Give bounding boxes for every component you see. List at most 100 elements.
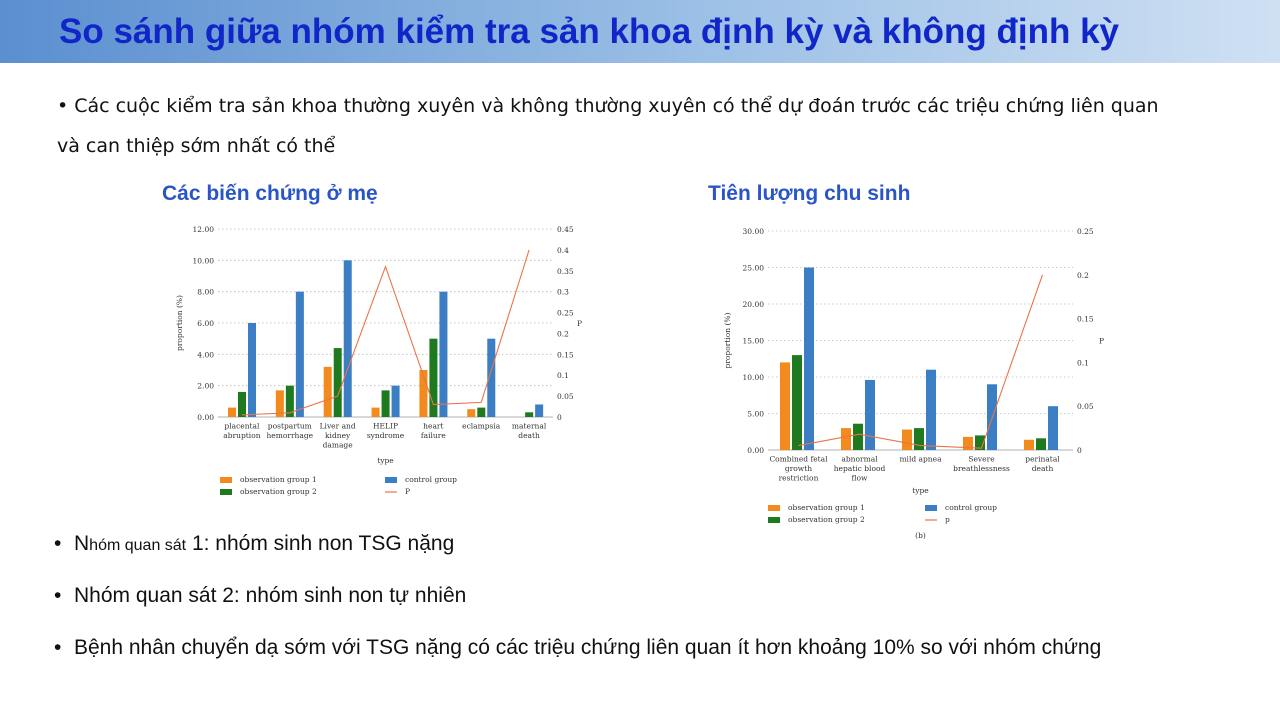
bar-control-group <box>535 404 544 417</box>
category-label: Liver and <box>320 422 356 431</box>
y-tick-label: 25.00 <box>743 264 765 273</box>
bar-observation-group-1 <box>841 428 851 450</box>
y-tick-label: 10.00 <box>743 373 765 382</box>
y-tick-label: 15.00 <box>743 337 765 346</box>
bar-observation-group-2 <box>975 435 985 450</box>
y-tick-label: 10.00 <box>193 256 215 265</box>
p-value-line <box>798 274 1044 449</box>
bar-observation-group-1 <box>902 429 912 450</box>
bar-control-group <box>865 379 875 450</box>
y2-tick-label: 0.2 <box>1077 271 1089 280</box>
bar-observation-group-2 <box>853 423 863 450</box>
legend-label: P <box>405 487 410 496</box>
legend-label: control group <box>945 503 997 512</box>
bar-observation-group-2 <box>285 385 294 417</box>
y2-axis-label: P <box>1099 337 1104 346</box>
category-label: kidney <box>325 431 351 440</box>
y2-tick-label: 0 <box>1077 446 1082 455</box>
bar-observation-group-2 <box>333 348 342 417</box>
bar-control-group <box>1048 406 1058 450</box>
category-label: abnormal <box>841 455 878 464</box>
category-label: postpartum <box>268 422 312 431</box>
bar-observation-group-1 <box>275 390 284 417</box>
legend-label: observation group 1 <box>240 475 317 484</box>
bar-observation-group-2 <box>1036 438 1046 450</box>
category-label: Combined fetal <box>769 455 828 464</box>
category-label: failure <box>421 431 446 440</box>
chart-perinatal-heading: Tiên lượng chu sinh <box>708 182 911 205</box>
bar-control-group <box>487 338 496 417</box>
y2-tick-label: 0.2 <box>557 329 569 338</box>
intro-paragraph: • Các cuộc kiểm tra sản khoa thường xuyên… <box>57 86 1167 166</box>
y-tick-label: 20.00 <box>743 300 765 309</box>
y2-tick-label: 0.45 <box>557 225 574 234</box>
y2-axis-label: P <box>577 319 582 328</box>
legend-swatch <box>220 477 232 483</box>
legend-label: observation group 2 <box>240 487 317 496</box>
category-label: perinatal <box>1025 455 1060 464</box>
legend-swatch <box>220 489 232 495</box>
legend-label: observation group 2 <box>788 515 865 524</box>
legend-label: control group <box>405 475 457 484</box>
bar-observation-group-2 <box>381 390 390 417</box>
y2-tick-label: 0.25 <box>1077 227 1094 236</box>
bar-observation-group-1 <box>323 366 332 417</box>
y2-tick-label: 0.25 <box>557 309 574 318</box>
y2-tick-label: 0 <box>557 413 562 422</box>
bullet-3-text: Bệnh nhân chuyển dạ sớm với TSG nặng có … <box>74 636 1102 659</box>
bar-observation-group-2 <box>914 428 924 450</box>
y-tick-label: 8.00 <box>197 288 214 297</box>
bar-observation-group-2 <box>238 391 246 417</box>
y-tick-label: 5.00 <box>747 410 764 419</box>
category-label: syndrome <box>367 431 405 440</box>
legend-label: observation group 1 <box>788 503 865 512</box>
y2-tick-label: 0.05 <box>557 392 574 401</box>
bar-observation-group-1 <box>963 436 973 450</box>
title-bar: So sánh giữa nhóm kiểm tra sản khoa định… <box>0 0 1280 63</box>
y2-tick-label: 0.3 <box>557 288 569 297</box>
category-label: maternal <box>512 422 547 431</box>
bullet-item-2: • Nhóm quan sát 2: nhóm sinh non tự nhiên <box>54 584 466 608</box>
y-tick-label: 0.00 <box>197 413 214 422</box>
bullet-symbol: • <box>54 532 62 555</box>
category-label: mild apnea <box>899 455 942 464</box>
bar-control-group <box>391 385 400 417</box>
category-label: growth <box>785 464 812 473</box>
legend-swatch <box>768 517 780 523</box>
bar-observation-group-1 <box>371 407 380 417</box>
bar-observation-group-2 <box>525 412 534 417</box>
intro-text: Các cuộc kiểm tra sản khoa thường xuyên … <box>57 95 1159 157</box>
y2-tick-label: 0.1 <box>557 371 569 380</box>
category-label: placental <box>224 422 260 431</box>
bullet-item-3: • Bệnh nhân chuyển dạ sớm với TSG nặng có… <box>54 636 1101 660</box>
chart-maternal-complications: 0.00 2.00 4.00 6.00 8.00 10.00 12.00 0 0.05 0.1 0.… <box>168 218 588 504</box>
y-tick-label: 6.00 <box>197 319 214 328</box>
chart-perinatal-outcome: 0.00 5.00 10.00 15.00 20.00 25.00 30.00 0 0.05 0.… <box>718 222 1118 544</box>
y2-tick-label: 0.05 <box>1077 402 1094 411</box>
bar-control-group <box>439 291 448 417</box>
bullet-1-small: hóm quan sát <box>89 537 187 554</box>
bullet-symbol: • <box>54 636 62 659</box>
category-label: abruption <box>223 431 260 440</box>
y-tick-label: 12.00 <box>193 225 215 234</box>
bar-control-group <box>804 267 814 450</box>
bar-control-group <box>295 291 304 417</box>
category-label: eclampsia <box>462 422 501 431</box>
bar-observation-group-1 <box>228 407 236 417</box>
y2-tick-label: 0.35 <box>557 267 574 276</box>
bar-observation-group-2 <box>477 407 486 417</box>
p-value-line <box>241 249 530 416</box>
bullet-1-rest: 1: nhóm sinh non TSG nặng <box>186 532 455 555</box>
bar-control-group <box>248 323 256 417</box>
bar-observation-group-1 <box>1024 439 1034 450</box>
bullet-item-1: • Nhóm quan sát 1: nhóm sinh non TSG nặng <box>54 532 454 556</box>
chart-caption: (b) <box>915 531 926 540</box>
category-label: HELIP <box>373 422 398 431</box>
legend-label: p <box>945 515 950 524</box>
bullet-2-text: Nhóm quan sát 2: nhóm sinh non tự nhiên <box>74 584 467 607</box>
category-label: hepatic blood <box>834 464 886 473</box>
y-tick-label: 0.00 <box>747 446 764 455</box>
legend-swatch <box>385 477 397 483</box>
y2-tick-label: 0.15 <box>557 350 574 359</box>
y2-tick-label: 0.4 <box>557 246 569 255</box>
